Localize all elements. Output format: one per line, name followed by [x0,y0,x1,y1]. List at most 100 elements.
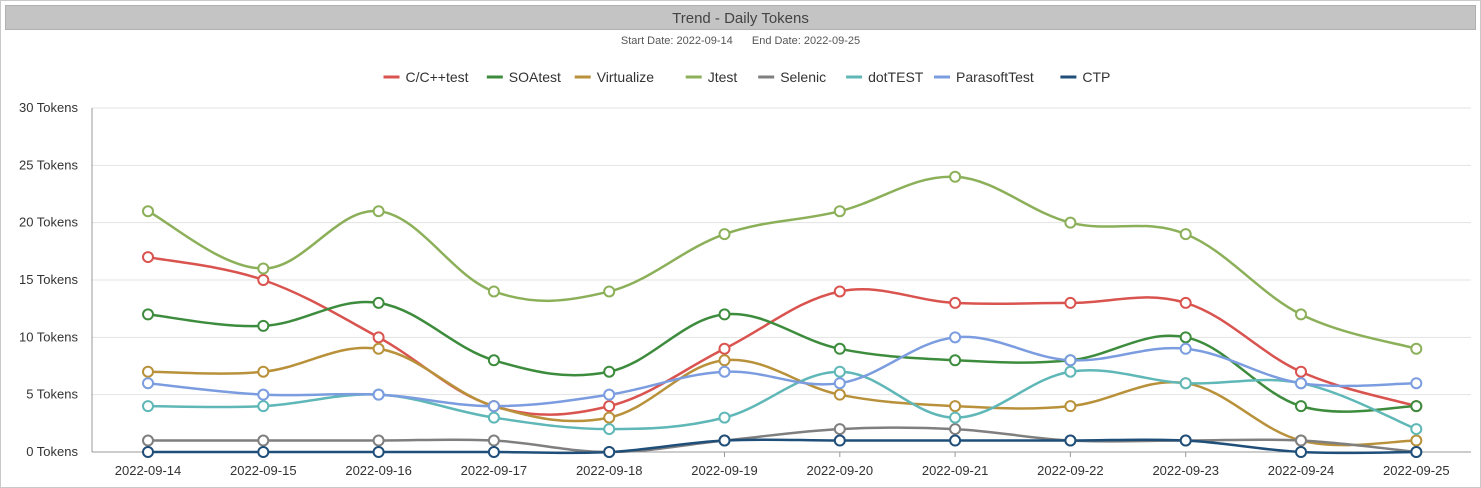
data-point[interactable] [949,411,962,424]
data-point[interactable] [1179,296,1192,309]
data-point[interactable] [257,388,270,401]
data-point[interactable] [142,308,154,321]
data-point[interactable] [257,319,270,332]
data-point[interactable] [833,342,846,355]
legend-item[interactable]: Selenic [758,69,826,85]
data-point[interactable] [718,308,731,321]
data-point[interactable] [142,365,154,378]
data-point[interactable] [833,285,846,298]
legend-item[interactable]: dotTEST [846,69,924,85]
data-point[interactable] [1295,365,1307,378]
data-point[interactable] [257,434,270,447]
data-point[interactable] [949,170,962,183]
data-point[interactable] [257,365,270,378]
data-point[interactable] [1410,400,1423,413]
data-point[interactable] [949,296,962,309]
data-point[interactable] [718,434,731,447]
data-point[interactable] [1064,216,1077,229]
data-point[interactable] [949,434,962,447]
data-point[interactable] [1179,434,1192,447]
chart-title: Trend - Daily Tokens [672,10,809,27]
data-point[interactable] [142,251,154,264]
legend-item[interactable]: Virtualize [574,69,655,85]
data-point[interactable] [1410,446,1423,458]
data-point[interactable] [1410,377,1423,390]
data-point[interactable] [833,434,846,447]
data-point[interactable] [1295,377,1307,390]
data-point[interactable] [372,205,385,218]
data-point[interactable] [487,411,500,424]
data-point[interactable] [603,400,616,413]
data-point[interactable] [372,296,385,309]
data-point[interactable] [833,365,846,378]
y-tick-label: 25 Tokens [19,157,79,172]
data-point[interactable] [833,205,846,218]
data-point[interactable] [1410,434,1423,447]
legend-label: ParasoftTest [956,69,1034,85]
data-point[interactable] [949,331,962,344]
data-point[interactable] [1179,377,1192,390]
title-bar: Trend - Daily Tokens [5,5,1476,30]
data-point[interactable] [949,354,962,367]
data-point[interactable] [487,400,500,413]
data-point[interactable] [1295,434,1307,447]
data-point[interactable] [949,423,962,436]
data-point[interactable] [1295,446,1307,458]
legend-item[interactable]: Jtest [685,69,738,85]
data-point[interactable] [603,365,616,378]
legend-item[interactable]: ParasoftTest [934,69,1034,85]
data-point[interactable] [372,434,385,447]
data-point[interactable] [1064,400,1077,413]
data-point[interactable] [142,434,154,447]
data-point[interactable] [1179,342,1192,355]
data-point[interactable] [718,342,731,355]
data-point[interactable] [603,285,616,298]
data-point[interactable] [718,354,731,367]
data-point[interactable] [487,434,500,447]
series-line [147,346,1417,447]
data-point[interactable] [142,377,154,390]
data-point[interactable] [1179,331,1192,344]
data-point[interactable] [487,354,500,367]
data-point[interactable] [372,388,385,401]
data-point[interactable] [1064,434,1077,447]
data-point[interactable] [1064,354,1077,367]
data-point[interactable] [1295,308,1307,321]
data-point[interactable] [372,446,385,458]
x-tick-label: 2022-09-25 [1383,463,1450,478]
data-point[interactable] [257,274,270,286]
data-point[interactable] [257,446,270,458]
legend-item[interactable]: CTP [1060,69,1110,85]
legend-item[interactable]: SOAtest [486,69,561,85]
data-point[interactable] [718,365,731,378]
data-point[interactable] [1064,365,1077,378]
x-tick-label: 2022-09-15 [230,463,297,478]
x-tick-label: 2022-09-18 [576,463,643,478]
data-point[interactable] [1295,400,1307,413]
data-point[interactable] [372,342,385,355]
data-point[interactable] [603,446,616,458]
legend-item[interactable]: C/C++test [383,69,469,85]
data-point[interactable] [833,377,846,390]
data-point[interactable] [257,400,270,413]
data-point[interactable] [1179,228,1192,241]
data-point[interactable] [603,423,616,436]
data-point[interactable] [487,285,500,298]
data-point[interactable] [142,400,154,413]
data-point[interactable] [603,411,616,424]
data-point[interactable] [949,400,962,413]
data-point[interactable] [1410,342,1423,355]
data-point[interactable] [142,446,154,458]
data-point[interactable] [1064,296,1077,309]
data-point[interactable] [487,446,500,458]
data-point[interactable] [718,411,731,424]
data-point[interactable] [257,262,270,275]
series-line [147,255,1417,416]
data-point[interactable] [718,228,731,241]
data-point[interactable] [833,388,846,401]
data-point[interactable] [833,423,846,436]
data-point[interactable] [603,388,616,401]
data-point[interactable] [1410,423,1423,436]
data-point[interactable] [372,331,385,344]
data-point[interactable] [142,205,154,218]
